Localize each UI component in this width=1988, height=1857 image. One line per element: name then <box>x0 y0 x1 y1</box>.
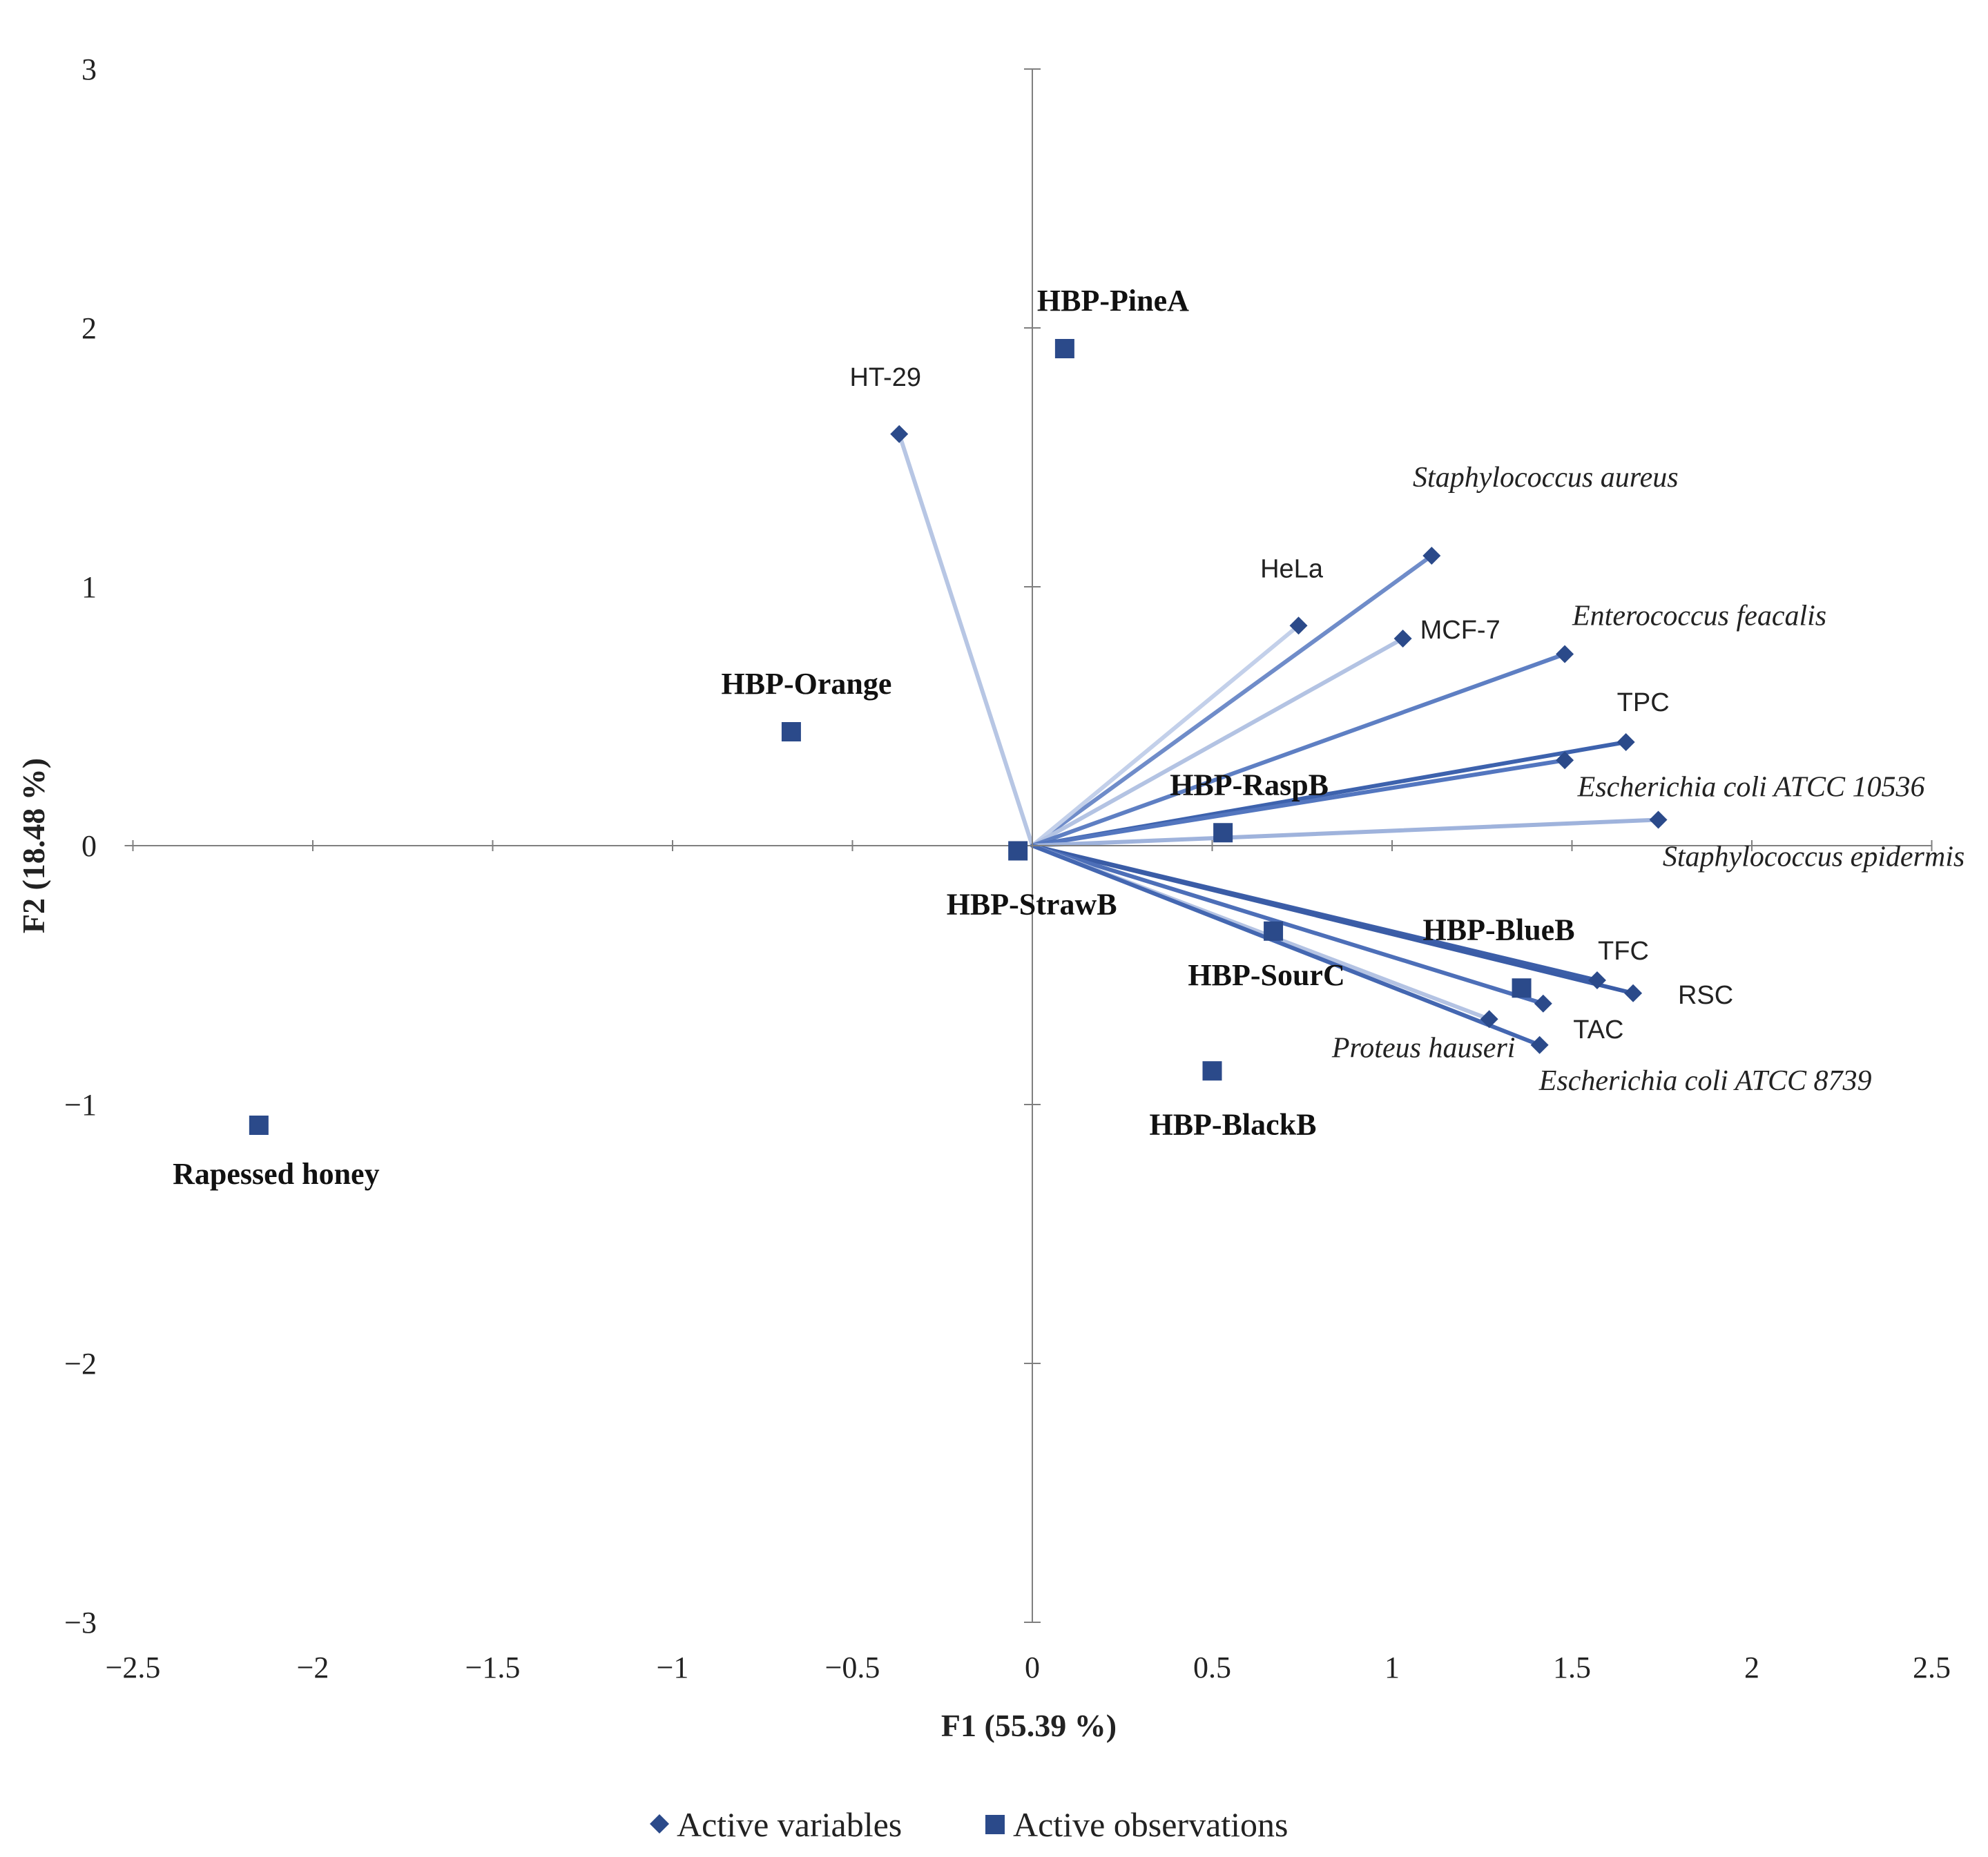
variable-marker-enterococcus-feacalis <box>1556 645 1574 663</box>
variable-label-tpc: TPC <box>1617 688 1670 717</box>
axes: −2.5 −2 −1.5 −1 −0.5 0 0.5 1 1.5 2 2.5 3 2 1 0 −1 −2 −3 <box>64 52 1951 1684</box>
variable-marker-proteus-hauseri <box>1480 1010 1498 1029</box>
variable-arrow-enterococcus-feacalis <box>1030 652 1567 848</box>
observation-marker-hbp-blueb <box>1512 978 1532 998</box>
y-tick-label: 3 <box>81 52 97 86</box>
legend-diamond-icon <box>650 1814 669 1834</box>
x-tick-label: 2 <box>1744 1651 1759 1684</box>
y-tick-label: 2 <box>81 311 97 345</box>
observation-marker-rapessed-honey <box>249 1116 269 1135</box>
legend-variables-label: Active variables <box>677 1805 902 1844</box>
legend-square-icon <box>985 1815 1005 1834</box>
x-tick-label: −2 <box>297 1651 329 1684</box>
variable-label-rsc: RSC <box>1678 981 1733 1010</box>
legend: Active variables Active observations <box>650 1805 1289 1844</box>
observation-label-hbp-raspb: HBP-RaspB <box>1170 768 1329 801</box>
variable-marker-tpc <box>1617 733 1635 751</box>
variable-marker-tac <box>1534 994 1552 1013</box>
observation-marker-hbp-raspb <box>1213 823 1233 843</box>
variable-arrows <box>897 431 1661 1047</box>
variable-arrow-tac <box>1030 844 1545 1006</box>
observation-marker-hbp-strawb <box>1008 841 1028 861</box>
variable-label-hela: HeLa <box>1260 554 1324 583</box>
x-tick-label: −0.5 <box>825 1651 880 1684</box>
variable-label-staphylococcus-epidermis: Staphylococcus epidermis <box>1663 842 1965 873</box>
observation-label-hbp-pinea: HBP-PineA <box>1037 284 1189 318</box>
x-tick-label: 1.5 <box>1553 1651 1591 1684</box>
variable-label-tac: TAC <box>1573 1015 1623 1044</box>
x-tick-label: 0.5 <box>1193 1651 1231 1684</box>
variable-arrow-hela <box>1030 623 1301 848</box>
variable-label-tfc: TFC <box>1598 937 1649 966</box>
y-axis-title: F2 (18.48 %) <box>16 758 51 933</box>
observation-marker-hbp-blackb <box>1202 1061 1222 1081</box>
variable-marker-staphylococcus-epidermis <box>1649 810 1668 829</box>
variable-label-ht-29: HT-29 <box>849 363 920 392</box>
x-tick-label: −1.5 <box>465 1651 521 1684</box>
y-tick-label: 1 <box>81 570 97 604</box>
observation-label-hbp-blueb: HBP-BlueB <box>1423 913 1575 946</box>
variable-label-proteus-hauseri: Proteus hauseri <box>1331 1032 1516 1064</box>
variable-label-mcf-7: MCF-7 <box>1420 616 1500 645</box>
variable-marker-mcf-7 <box>1393 630 1412 648</box>
x-tick-label: 0 <box>1025 1651 1040 1684</box>
observation-label-rapessed-honey: Rapessed honey <box>173 1157 380 1191</box>
y-tick-label: −2 <box>64 1347 97 1381</box>
y-tick-label: −3 <box>64 1606 97 1640</box>
variable-marker-tfc <box>1587 971 1606 989</box>
observation-marker-hbp-sourc <box>1264 921 1284 941</box>
x-axis-title: F1 (55.39 %) <box>941 1708 1117 1743</box>
variable-arrow-mcf-7 <box>1030 636 1405 848</box>
x-tick-label: 2.5 <box>1913 1651 1951 1684</box>
observation-marker-hbp-orange <box>781 722 801 741</box>
variable-arrow-ht-29 <box>897 431 1034 848</box>
variable-marker-escherichia-coli-atcc-8739 <box>1530 1036 1549 1054</box>
observation-label-hbp-sourc: HBP-SourC <box>1188 958 1344 992</box>
variable-label-escherichia-coli-atcc-10536: Escherichia coli ATCC 10536 <box>1577 771 1925 803</box>
variable-marker-ht-29 <box>890 425 909 443</box>
point-labels: HT-29 Staphylococcus aureus HeLa MCF-7 Enter… <box>173 284 1965 1191</box>
variable-marker-escherichia-coli-atcc-10536 <box>1556 751 1574 770</box>
variable-arrow-staphylococcus-epidermis <box>1030 817 1661 848</box>
legend-observations-label: Active observations <box>1013 1805 1289 1844</box>
variable-label-staphylococcus-aureus: Staphylococcus aureus <box>1413 462 1679 494</box>
variable-arrow-rsc <box>1030 844 1636 995</box>
observation-label-hbp-strawb: HBP-StrawB <box>947 888 1117 922</box>
observation-label-hbp-orange: HBP-Orange <box>722 667 892 701</box>
y-tick-label: −1 <box>64 1088 97 1122</box>
variable-label-escherichia-coli-atcc-8739: Escherichia coli ATCC 8739 <box>1538 1065 1872 1097</box>
x-tick-label: −1 <box>657 1651 689 1684</box>
variable-arrow-staphylococcus-aureus <box>1030 554 1434 848</box>
variable-marker-staphylococcus-aureus <box>1422 547 1441 565</box>
variable-marker-hela <box>1289 616 1308 635</box>
markers <box>249 339 1668 1135</box>
observation-marker-hbp-pinea <box>1054 339 1074 358</box>
variable-arrow-escherichia-coli-atcc-10536 <box>1030 758 1567 848</box>
x-tick-label: −2.5 <box>106 1651 161 1684</box>
variable-label-enterococcus-feacalis: Enterococcus feacalis <box>1572 601 1826 632</box>
observation-label-hbp-blackb: HBP-BlackB <box>1149 1107 1316 1141</box>
x-tick-label: 1 <box>1384 1651 1400 1684</box>
y-tick-label: 0 <box>81 829 97 863</box>
variable-marker-rsc <box>1624 984 1643 1002</box>
variable-arrow-escherichia-coli-atcc-8739 <box>1030 844 1542 1047</box>
